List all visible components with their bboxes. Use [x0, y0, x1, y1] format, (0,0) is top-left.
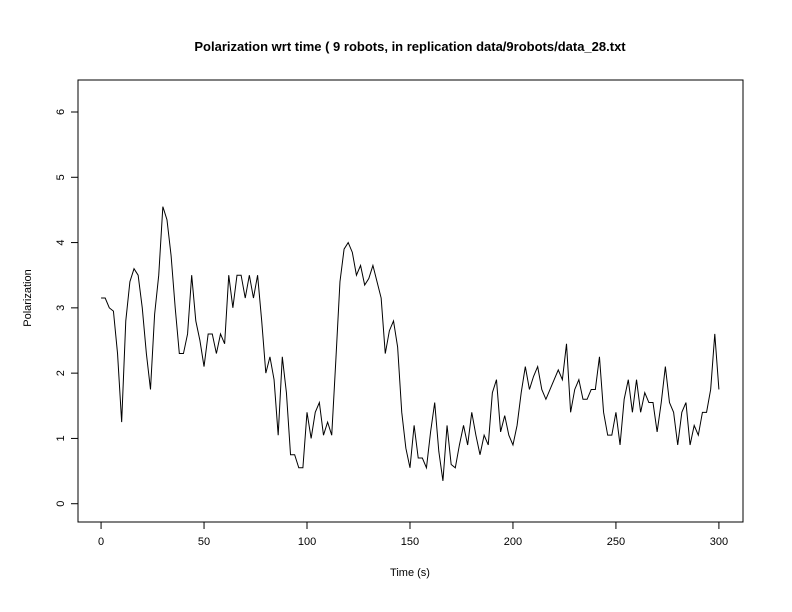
x-axis-label: Time (s) — [390, 567, 430, 579]
x-tick-label: 150 — [401, 536, 419, 548]
x-tick-label: 100 — [298, 536, 316, 548]
x-tick-label: 250 — [607, 536, 625, 548]
y-tick-label: 4 — [55, 240, 67, 246]
plot-frame — [77, 79, 744, 523]
chart-title: Polarization wrt time ( 9 robots, in rep… — [194, 39, 626, 54]
y-axis-label: Polarization — [22, 269, 34, 326]
y-tick-label: 6 — [55, 109, 67, 115]
x-tick-label: 50 — [198, 536, 210, 548]
y-tick-label: 0 — [55, 501, 67, 507]
data-line — [101, 206, 720, 481]
x-tick-label: 200 — [504, 536, 522, 548]
y-tick-label: 2 — [55, 370, 67, 376]
x-tick-label: 0 — [98, 536, 104, 548]
y-tick-label: 3 — [55, 305, 67, 311]
y-tick-label: 5 — [55, 174, 67, 180]
x-tick-label: 300 — [710, 536, 728, 548]
y-tick-label: 1 — [55, 435, 67, 441]
